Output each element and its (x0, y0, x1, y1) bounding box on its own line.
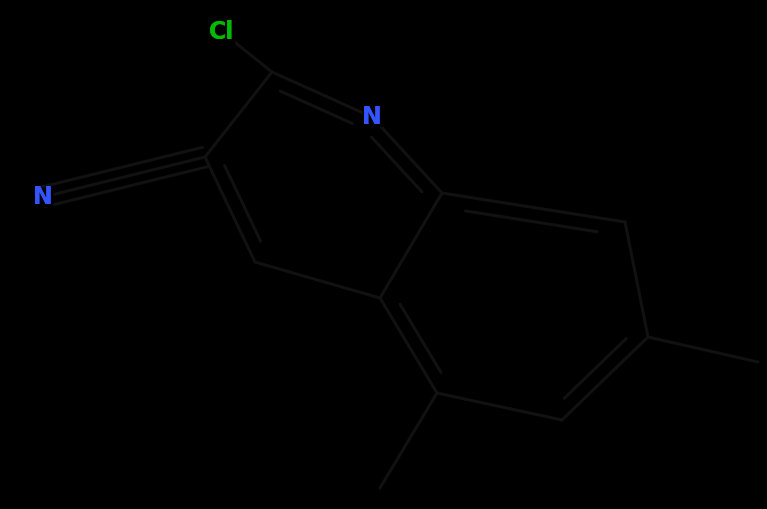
Bar (34, 188, 52, 206)
Text: N: N (362, 105, 382, 129)
Text: Cl: Cl (209, 20, 235, 44)
Text: N: N (33, 185, 53, 209)
Text: Cl: Cl (209, 20, 235, 44)
Text: N: N (33, 185, 53, 209)
Text: N: N (362, 105, 382, 129)
Bar (210, 20, 234, 44)
Bar (363, 108, 381, 126)
